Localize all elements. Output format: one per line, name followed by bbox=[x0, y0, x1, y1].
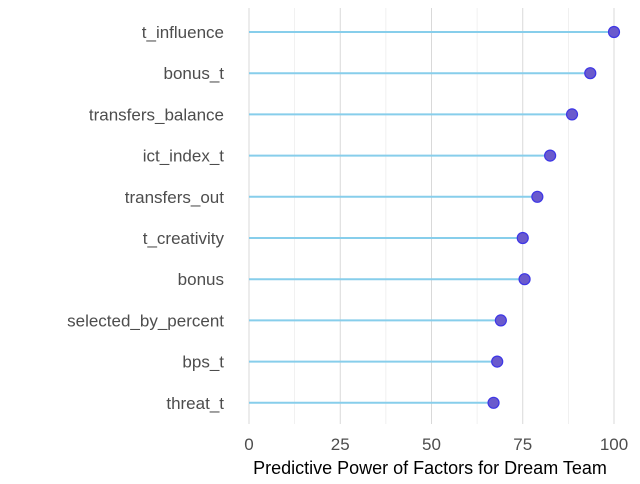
lollipop-point bbox=[487, 396, 500, 409]
lollipop-point bbox=[516, 231, 529, 245]
lollipop-point bbox=[491, 355, 504, 368]
x-tick-label: 50 bbox=[422, 435, 441, 454]
x-tick-label: 0 bbox=[244, 435, 253, 454]
category-label: selected_by_percent bbox=[67, 311, 224, 330]
lollipop-stems bbox=[249, 31, 614, 404]
category-label: t_influence bbox=[142, 23, 224, 42]
lollipop-point bbox=[584, 67, 597, 80]
category-label: bonus_t bbox=[164, 64, 225, 83]
category-label: bps_t bbox=[182, 353, 224, 372]
category-label: transfers_balance bbox=[89, 105, 224, 124]
lollipop-point bbox=[607, 25, 621, 39]
category-labels: t_influence bonus_t transfers_balance ict_i… bbox=[67, 23, 224, 413]
lollipop-point bbox=[544, 149, 557, 162]
x-tick-label: 100 bbox=[600, 435, 628, 454]
x-axis-title: Predictive Power of Factors for Dream Te… bbox=[253, 458, 607, 478]
grid-lines bbox=[248, 8, 615, 424]
lollipop-point bbox=[565, 108, 579, 121]
x-tick-labels: 0 25 50 75 100 bbox=[244, 435, 628, 454]
category-label: threat_t bbox=[166, 394, 224, 413]
lollipop-point bbox=[494, 314, 507, 327]
category-label: ict_index_t bbox=[143, 147, 225, 166]
lollipop-point bbox=[518, 273, 531, 286]
category-label: transfers_out bbox=[125, 188, 224, 207]
lollipop-points bbox=[487, 25, 621, 409]
lollipop-point bbox=[531, 190, 544, 203]
x-tick-label: 25 bbox=[331, 435, 350, 454]
category-label: bonus bbox=[178, 270, 224, 289]
x-tick-label: 75 bbox=[513, 435, 532, 454]
category-label: t_creativity bbox=[143, 229, 225, 248]
